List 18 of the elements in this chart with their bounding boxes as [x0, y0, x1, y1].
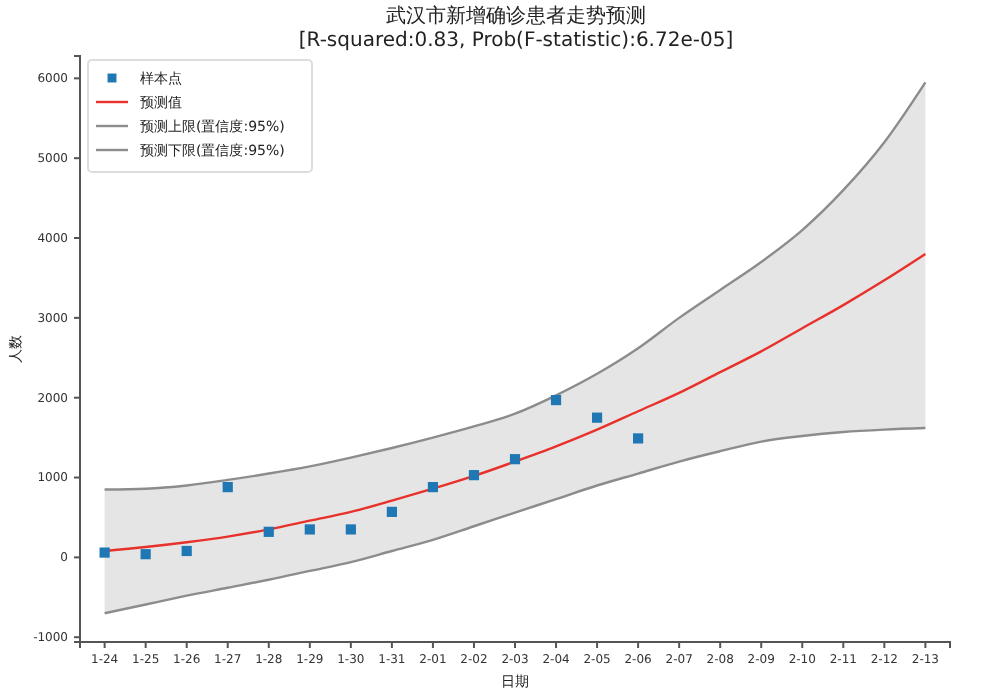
- point: [386, 506, 397, 517]
- point: [222, 482, 233, 493]
- chart-title: 武汉市新增确诊患者走势预测: [386, 4, 646, 28]
- point: [591, 412, 603, 423]
- line-series: [103, 426, 927, 615]
- point: [99, 547, 110, 558]
- chart-subtitle: [R-squared:0.83, Prob(F-statistic):6.72e-05]: [298, 30, 734, 52]
- point: [304, 524, 315, 535]
- line-series: [103, 81, 927, 491]
- point: [263, 526, 274, 537]
- point: [633, 433, 644, 444]
- point: [550, 395, 562, 406]
- point: [509, 454, 521, 465]
- point: [468, 470, 480, 481]
- point: [140, 549, 151, 560]
- point: [181, 545, 192, 557]
- point: [345, 524, 356, 535]
- point: [427, 482, 439, 493]
